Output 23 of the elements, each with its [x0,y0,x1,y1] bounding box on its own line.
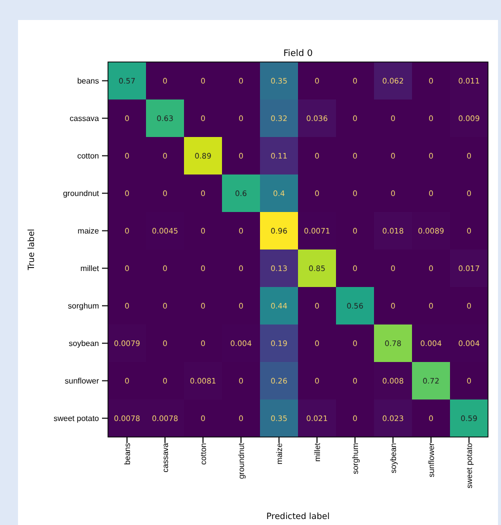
x-tick-label: sweet potato [464,442,474,488]
x-axis-title: Predicted label [266,512,330,522]
y-axis-title: True label [27,228,37,272]
y-tick-label: sweet potato [54,414,100,423]
x-tick-label: sunflower [426,442,436,478]
y-tick-label: cotton [77,151,99,160]
x-tick-label: millet [312,442,322,462]
y-tick-label: groundnut [62,188,100,198]
y-tick-label: soybean [68,338,99,348]
x-tick-label: soybean [388,443,398,474]
y-tick-label: millet [80,264,100,273]
x-tick-label: cotton [198,443,208,465]
chart-title: Field 0 [283,49,313,59]
x-tick-label: groundnut [236,442,246,480]
y-tick-label: maize [78,226,100,236]
y-tick-label: sunflower [64,376,100,386]
x-tick-label: cassava [160,442,170,472]
y-tick-label: beans [77,76,99,86]
x-tick-label: maize [274,442,284,464]
x-tick-label: sorghum [350,442,360,474]
y-tick-label: sorghum [68,301,100,310]
x-tick-label: beans [122,443,132,465]
y-tick-label: cassava [70,114,100,123]
